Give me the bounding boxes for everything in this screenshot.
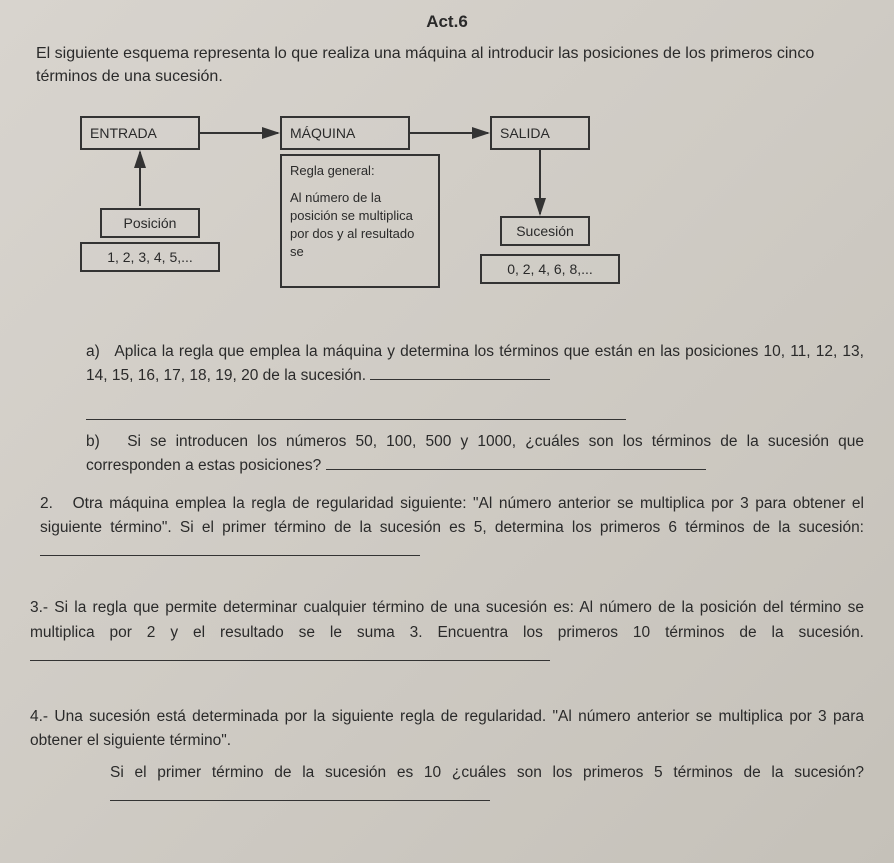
blank-line <box>110 787 490 801</box>
question-4-text: Una sucesión está determinada por la sig… <box>30 708 864 749</box>
questions-content: a) Aplica la regla que emplea la máquina… <box>30 340 864 808</box>
regla-body: Al número de la posición se multiplica p… <box>290 189 430 262</box>
box-posicion-values: 1, 2, 3, 4, 5,... <box>80 242 220 272</box>
question-b: b) Si se introducen los números 50, 100,… <box>86 430 864 478</box>
question-2-text: Otra máquina emplea la regla de regulari… <box>40 495 864 536</box>
question-4: 4.- Una sucesión está determinada por la… <box>30 705 864 809</box>
blank-line <box>86 402 626 420</box>
intro-text: El siguiente esquema representa lo que r… <box>30 42 864 88</box>
flow-diagram: ENTRADA MÁQUINA SALIDA Regla general: Al… <box>80 116 864 316</box>
question-a: a) Aplica la regla que emplea la máquina… <box>86 340 864 388</box>
question-3-label: 3.- <box>30 599 48 616</box>
question-4-sub-text: Si el primer término de la sucesión es 1… <box>110 764 864 781</box>
blank-line <box>370 366 550 380</box>
box-posicion: Posición <box>100 208 200 238</box>
activity-title: Act.6 <box>30 12 864 32</box>
question-4-sub: Si el primer término de la sucesión es 1… <box>110 761 864 809</box>
box-sucesion-values: 0, 2, 4, 6, 8,... <box>480 254 620 284</box>
box-entrada: ENTRADA <box>80 116 200 150</box>
question-a-label: a) <box>86 343 100 360</box>
question-3-text: Si la regla que permite determinar cualq… <box>30 599 864 640</box>
question-4-label: 4.- <box>30 708 48 725</box>
box-regla-general: Regla general: Al número de la posición … <box>280 154 440 288</box>
blank-line <box>30 647 550 661</box>
blank-line <box>40 542 420 556</box>
question-2: 2. Otra máquina emplea la regla de regul… <box>40 492 864 564</box>
box-salida: SALIDA <box>490 116 590 150</box>
blank-line <box>326 456 706 470</box>
regla-header: Regla general: <box>290 162 430 180</box>
box-maquina: MÁQUINA <box>280 116 410 150</box>
question-b-label: b) <box>86 433 100 450</box>
question-3: 3.- Si la regla que permite determinar c… <box>30 596 864 668</box>
question-2-label: 2. <box>40 495 53 512</box>
box-sucesion: Sucesión <box>500 216 590 246</box>
